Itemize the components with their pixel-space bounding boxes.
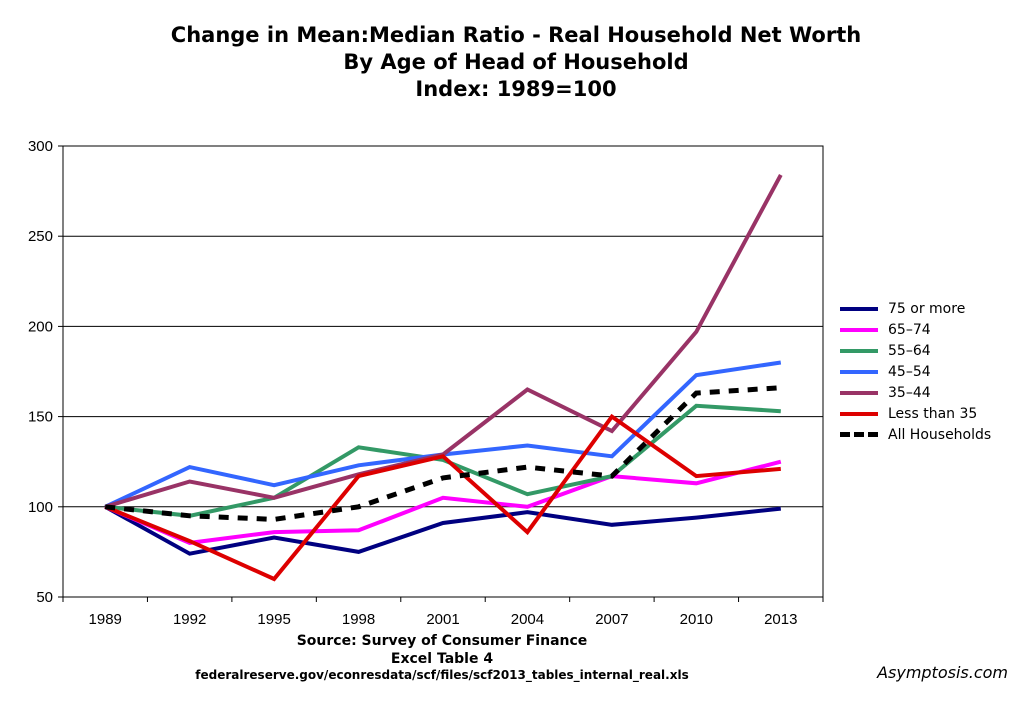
legend-item: Less than 35 [840, 403, 991, 424]
legend-swatch [840, 306, 878, 311]
legend-item: 65–74 [840, 319, 991, 340]
x-tick-label: 2001 [426, 611, 459, 628]
legend-label: 55–64 [888, 342, 931, 359]
x-axis-ticks: 1989 1992 1995 1998 2001 2004 2007 2010 2013 [62, 597, 824, 628]
legend-swatch [840, 390, 878, 395]
x-tick-label: 1995 [257, 611, 290, 628]
legend-swatch [840, 369, 878, 374]
gridlines [63, 235, 823, 508]
legend-label: 65–74 [888, 321, 931, 338]
x-tick-label: 2013 [764, 611, 797, 628]
legend-item: 55–64 [840, 340, 991, 361]
series-line-all-households [104, 385, 781, 522]
legend-item: 75 or more [840, 298, 991, 319]
x-tick-label: 1989 [89, 611, 122, 628]
x-tick-label: 2010 [680, 611, 713, 628]
legend-swatch [840, 327, 878, 332]
chart-title-block: Change in Mean:Median Ratio - Real House… [0, 22, 1032, 103]
series-line-less-than-35 [104, 413, 781, 582]
x-tick-label: 2004 [511, 611, 544, 628]
series-line-75-or-more [104, 505, 782, 556]
y-tick-label: 200 [28, 318, 53, 335]
series-lines [104, 173, 783, 582]
chart-subtitle-index: Index: 1989=100 [415, 77, 617, 101]
x-tick-label: 1998 [342, 611, 375, 628]
legend-label: 35–44 [888, 384, 931, 401]
x-tick-label: 2007 [595, 611, 628, 628]
legend-item: 35–44 [840, 382, 991, 403]
y-tick-label: 100 [28, 499, 53, 516]
source-line-2: Excel Table 4 [390, 651, 494, 667]
y-tick-label: 300 [28, 138, 53, 155]
legend-label: Less than 35 [888, 405, 978, 422]
y-tick-label: 50 [36, 589, 53, 606]
x-tick-label: 1992 [173, 611, 206, 628]
legend-label: 45–54 [888, 363, 931, 380]
legend-label: All Households [888, 426, 992, 443]
legend: 75 or more 65–74 55–64 45–54 35–44 Less than … [840, 298, 991, 445]
y-axis-ticks: 50 100 150 200 250 300 [28, 138, 63, 606]
source-line-1: Source: Survey of Consumer Finance [296, 633, 588, 649]
legend-item: 45–54 [840, 361, 991, 382]
legend-label: 75 or more [888, 300, 966, 317]
y-tick-label: 150 [28, 409, 53, 426]
series-line-65-74 [104, 459, 782, 545]
chart-subtitle: By Age of Head of Household [343, 50, 689, 74]
plot-area-border [62, 145, 824, 598]
legend-swatch [840, 432, 878, 437]
chart-title: Change in Mean:Median Ratio - Real House… [170, 23, 862, 47]
source-url: federalreserve.gov/econresdata/scf/files… [195, 668, 689, 682]
series-line-55-64 [104, 403, 781, 518]
y-tick-label: 250 [28, 228, 53, 245]
legend-swatch [840, 411, 878, 416]
watermark: Asymptosis.com [877, 663, 1008, 682]
legend-item: All Households [840, 424, 991, 445]
legend-swatch [840, 348, 878, 353]
